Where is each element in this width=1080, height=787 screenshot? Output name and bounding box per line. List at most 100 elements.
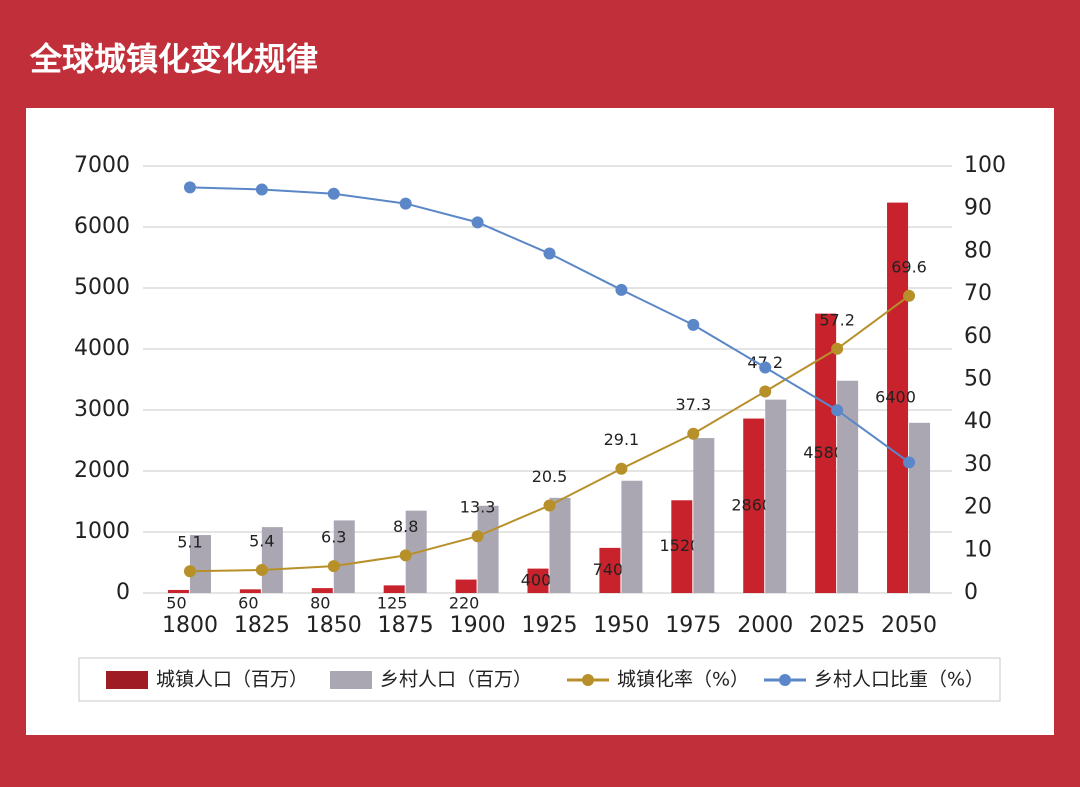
- bar: [311, 588, 333, 593]
- x-tick-label: 1925: [522, 613, 578, 638]
- line-value-label: 13.3: [460, 498, 496, 517]
- bar-value-label: 60: [238, 594, 258, 613]
- bar-value-label: 80: [310, 594, 330, 613]
- line-marker: [543, 247, 556, 260]
- x-tick-label: 1850: [306, 613, 362, 638]
- bar: [693, 438, 715, 593]
- bar: [549, 497, 571, 593]
- line-value-label: 37.3: [676, 395, 712, 414]
- legend-marker: [779, 674, 791, 686]
- bar: [621, 480, 643, 593]
- bar: [527, 568, 549, 593]
- y2-tick-label: 50: [964, 367, 992, 392]
- chart-panel: [26, 108, 1054, 735]
- bar: [239, 589, 261, 593]
- line-series: [189, 186, 910, 464]
- line-marker: [399, 549, 412, 562]
- y-tick-label: 6000: [74, 214, 130, 239]
- y2-tick-label: 20: [964, 495, 992, 520]
- line-marker: [831, 404, 844, 417]
- legend-box: [78, 657, 1001, 702]
- bar: [167, 589, 189, 593]
- x-tick-label: 1800: [162, 613, 218, 638]
- legend-swatch: [106, 671, 148, 689]
- line-value-label: 20.5: [532, 467, 568, 486]
- legend-swatch: [330, 671, 372, 689]
- bar: [837, 380, 859, 593]
- y2-tick-label: 10: [964, 537, 992, 562]
- y2-tick-label: 70: [964, 281, 992, 306]
- y-tick-label: 3000: [74, 397, 130, 422]
- legend-marker: [582, 674, 594, 686]
- bar-value-label: 740: [593, 560, 624, 579]
- x-tick-label: 2050: [881, 613, 937, 638]
- x-tick-label: 1825: [234, 613, 290, 638]
- bar-value-label: 50: [166, 594, 186, 613]
- bar: [333, 520, 355, 593]
- bar-value-label: 220: [449, 594, 480, 613]
- y-tick-label: 5000: [74, 275, 130, 300]
- bar-value-label: 400: [521, 570, 552, 589]
- legend-label: 乡村人口比重（%）: [814, 669, 984, 691]
- bar: [455, 579, 477, 593]
- line-marker: [687, 427, 700, 440]
- y2-tick-label: 80: [964, 238, 992, 263]
- y2-tick-label: 60: [964, 324, 992, 349]
- line-marker: [903, 456, 916, 469]
- bar-value-label: 4580: [803, 443, 844, 462]
- y-tick-label: 2000: [74, 458, 130, 483]
- bar: [909, 422, 931, 593]
- bar: [383, 585, 405, 593]
- bar: [477, 505, 499, 593]
- y2-tick-label: 0: [964, 580, 978, 605]
- line-marker: [471, 530, 484, 543]
- bar: [189, 535, 211, 593]
- x-tick-label: 1875: [378, 613, 434, 638]
- line-marker: [543, 499, 556, 512]
- line-value-label: 8.8: [393, 517, 418, 536]
- y2-tick-label: 40: [964, 409, 992, 434]
- line-marker: [615, 462, 628, 475]
- line-marker: [471, 216, 484, 229]
- line-marker: [687, 318, 700, 331]
- line-marker: [183, 565, 196, 578]
- y-tick-label: 7000: [74, 153, 130, 178]
- bar-value-label: 125: [377, 594, 408, 613]
- x-tick-label: 2025: [809, 613, 865, 638]
- line-marker: [759, 385, 772, 398]
- line-marker: [255, 183, 268, 196]
- y-tick-label: 0: [116, 580, 130, 605]
- bar: [671, 500, 693, 593]
- line-value-label: 5.4: [249, 531, 274, 550]
- chart-title: 全球城镇化变化规律: [30, 40, 319, 78]
- line-marker: [399, 197, 412, 210]
- line-marker: [255, 563, 268, 576]
- line-marker: [327, 187, 340, 200]
- line-marker: [903, 289, 916, 302]
- bar: [743, 418, 765, 593]
- bar: [599, 547, 621, 593]
- bar: [261, 527, 283, 593]
- y-tick-label: 4000: [74, 336, 130, 361]
- bar-value-label: 6400: [875, 387, 916, 406]
- legend-label: 乡村人口（百万）: [380, 669, 532, 691]
- line-marker: [759, 361, 772, 374]
- bar: [765, 399, 787, 593]
- line-value-label: 6.3: [321, 528, 346, 547]
- y2-tick-label: 30: [964, 452, 992, 477]
- x-tick-label: 2000: [737, 613, 793, 638]
- legend-label: 城镇人口（百万）: [156, 669, 308, 691]
- x-tick-label: 1950: [593, 613, 649, 638]
- y-tick-label: 1000: [74, 519, 130, 544]
- y2-tick-label: 100: [964, 153, 1006, 178]
- line-marker: [327, 560, 340, 573]
- bar: [815, 313, 837, 593]
- line-marker: [831, 342, 844, 355]
- line-value-label: 57.2: [819, 310, 855, 329]
- line-value-label: 29.1: [604, 430, 640, 449]
- line-marker: [615, 283, 628, 296]
- line-value-label: 69.6: [891, 257, 927, 276]
- legend-label: 城镇化率（%）: [617, 669, 749, 691]
